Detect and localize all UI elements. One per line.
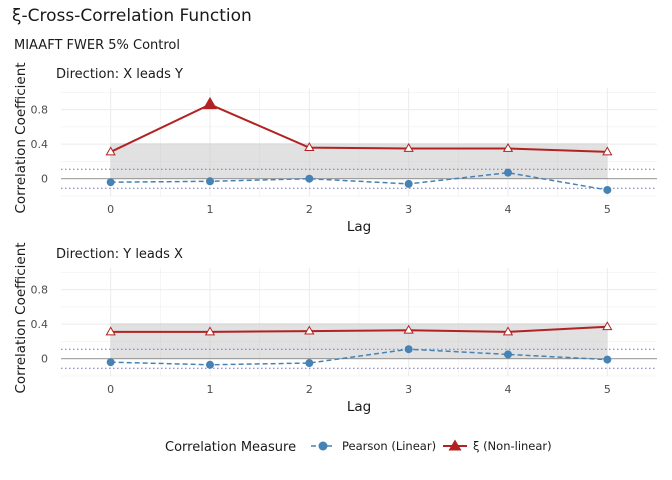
- xi-point: [602, 321, 613, 331]
- xi-point: [502, 326, 514, 336]
- pearson-line: [110, 348, 608, 366]
- pearson-point: [404, 345, 413, 354]
- x-tick-label: 5: [604, 383, 611, 396]
- pearson-point: [404, 179, 413, 188]
- xi-point: [204, 326, 216, 336]
- x-tick-label: 2: [306, 383, 313, 396]
- x-axis-label: Lag: [347, 399, 371, 415]
- x-tick-label: 3: [405, 203, 412, 216]
- x-axis-label: Lag: [347, 219, 371, 235]
- xi-point: [105, 326, 116, 336]
- y-tick-label: 0: [41, 353, 48, 366]
- x-tick-label: 0: [107, 383, 114, 396]
- y-tick-label: 0.8: [31, 284, 49, 297]
- y-tick-label: 0.4: [31, 318, 49, 331]
- legend-title: Correlation Measure: [165, 440, 296, 455]
- pearson-point: [603, 355, 612, 364]
- y-tick-label: 0: [41, 173, 48, 186]
- xi-point: [403, 324, 414, 334]
- xi-point-significant: [202, 96, 218, 110]
- pearson-point: [206, 177, 214, 186]
- y-tick-label: 0.4: [31, 138, 49, 151]
- pearson-point: [504, 168, 512, 177]
- panel-y-leads-x: Direction: Y leads X 0 0.4 0.8 0 1 2 3 4 5 Lag Cor…: [13, 242, 657, 415]
- pearson-point: [603, 185, 612, 194]
- pearson-point: [305, 174, 314, 183]
- pearson-point: [106, 178, 115, 187]
- x-tick-label: 1: [207, 203, 214, 216]
- xi-threshold-band: [110, 323, 608, 359]
- legend: Correlation Measure Pearson (Linear) ξ (…: [165, 439, 552, 455]
- legend-xi-marker: [448, 439, 462, 451]
- xi-point: [602, 146, 613, 156]
- xi-point: [502, 142, 514, 152]
- legend-pearson-marker: [318, 441, 328, 451]
- legend-xi-label: ξ (Non-linear): [473, 439, 552, 453]
- x-tick-label: 0: [107, 203, 114, 216]
- xi-point: [105, 146, 116, 156]
- chart-title: ξ-Cross-Correlation Function: [12, 6, 252, 26]
- chart-subtitle: MIAAFT FWER 5% Control: [14, 38, 180, 53]
- x-tick-label: 4: [505, 383, 512, 396]
- xi-line: [110, 103, 608, 153]
- x-tick-label: 2: [306, 203, 313, 216]
- x-tick-label: 1: [207, 383, 214, 396]
- x-tick-label: 3: [405, 383, 412, 396]
- xi-line: [110, 325, 608, 333]
- panel-title: Direction: X leads Y: [56, 67, 183, 82]
- xi-point: [304, 142, 315, 152]
- pearson-point: [206, 360, 214, 369]
- xi-point: [304, 325, 315, 335]
- y-axis-label: Correlation Coefficient: [13, 242, 29, 393]
- y-tick-label: 0.8: [31, 104, 49, 117]
- y-axis-label: Correlation Coefficient: [13, 62, 29, 213]
- pearson-point: [106, 358, 115, 367]
- xi-point: [403, 142, 414, 152]
- legend-pearson-label: Pearson (Linear): [342, 439, 436, 453]
- pearson-point: [305, 359, 314, 368]
- x-tick-label: 4: [505, 203, 512, 216]
- panel-x-leads-y: Direction: X leads Y 0 0.4 0.8 0 1 2 3 4 5 Lag Cor…: [13, 62, 657, 235]
- x-tick-label: 5: [604, 203, 611, 216]
- panel-title: Direction: Y leads X: [56, 247, 183, 262]
- pearson-line: [110, 171, 608, 191]
- pearson-point: [504, 350, 512, 359]
